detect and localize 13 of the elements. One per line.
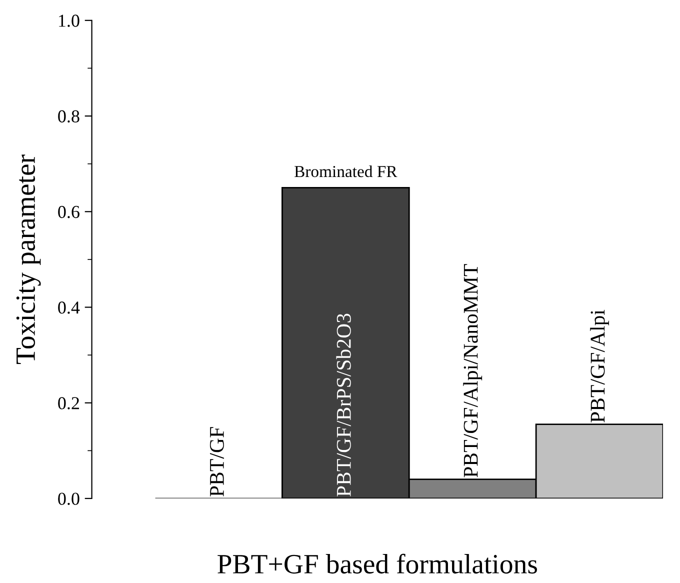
y-axis-title: Toxicity parameter <box>16 154 41 364</box>
x-tick-label: PBT/GF <box>210 427 224 496</box>
y-tick-label: 0.8 <box>58 110 80 123</box>
y-tick-label: 0.6 <box>58 206 80 218</box>
x-tick-label: PBT/GF/BrPS/Sb2O3 <box>336 314 351 496</box>
x-axis-title: PBT+GF based formulations <box>218 554 537 574</box>
x-tick-label: PBT/GF/Alpi/NanoMMT <box>463 264 482 478</box>
y-tick-label: 0.0 <box>58 492 80 505</box>
annotation: Brominated FR <box>294 165 398 178</box>
y-tick-label: 1.0 <box>59 14 80 27</box>
x-tick-label: PBT/GF/Alpi <box>590 310 609 422</box>
y-tick-label: 0.2 <box>58 397 79 410</box>
y-tick-label: 0.4 <box>58 302 80 314</box>
